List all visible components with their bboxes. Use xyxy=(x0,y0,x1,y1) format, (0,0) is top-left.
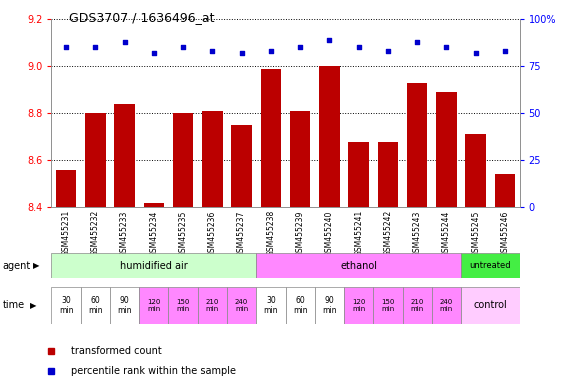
Text: control: control xyxy=(473,300,507,310)
Text: 90
min: 90 min xyxy=(322,296,337,315)
Text: 210
min: 210 min xyxy=(411,299,424,312)
Point xyxy=(442,44,451,50)
Bar xyxy=(231,125,252,207)
Text: 60
min: 60 min xyxy=(293,296,307,315)
Point xyxy=(325,37,334,43)
Bar xyxy=(139,287,168,324)
Bar xyxy=(227,287,256,324)
Point xyxy=(237,50,246,56)
Text: agent: agent xyxy=(3,261,31,271)
Bar xyxy=(494,174,515,207)
Bar xyxy=(432,287,461,324)
Point xyxy=(383,48,392,54)
Text: 150
min: 150 min xyxy=(176,299,190,312)
Bar xyxy=(465,134,486,207)
Point xyxy=(413,39,422,45)
Bar xyxy=(436,92,457,207)
Text: transformed count: transformed count xyxy=(71,346,162,356)
Text: 120
min: 120 min xyxy=(352,299,365,312)
Bar xyxy=(403,287,432,324)
Bar xyxy=(51,287,81,324)
Text: 30
min: 30 min xyxy=(59,296,73,315)
Bar xyxy=(290,111,311,207)
Text: 30
min: 30 min xyxy=(264,296,278,315)
Text: 120
min: 120 min xyxy=(147,299,160,312)
Bar xyxy=(373,287,403,324)
Point xyxy=(471,50,480,56)
Bar xyxy=(461,287,520,324)
Bar xyxy=(81,287,110,324)
Point xyxy=(296,44,305,50)
Point xyxy=(208,48,217,54)
Bar xyxy=(202,111,223,207)
Point xyxy=(120,39,129,45)
Text: 210
min: 210 min xyxy=(206,299,219,312)
Point xyxy=(179,44,188,50)
Bar xyxy=(461,253,520,278)
Bar xyxy=(110,287,139,324)
Bar xyxy=(260,69,281,207)
Bar xyxy=(348,141,369,207)
Text: GDS3707 / 1636496_at: GDS3707 / 1636496_at xyxy=(69,12,214,25)
Bar xyxy=(85,113,106,207)
Point xyxy=(500,48,509,54)
Text: ▶: ▶ xyxy=(33,262,39,270)
Text: ethanol: ethanol xyxy=(340,261,377,271)
Text: ▶: ▶ xyxy=(30,301,36,310)
Bar xyxy=(407,83,428,207)
Text: time: time xyxy=(3,300,25,310)
Bar xyxy=(51,253,256,278)
Bar xyxy=(198,287,227,324)
Point xyxy=(149,50,158,56)
Text: 150
min: 150 min xyxy=(381,299,395,312)
Bar xyxy=(56,170,77,207)
Bar xyxy=(286,287,315,324)
Text: untreated: untreated xyxy=(469,262,511,270)
Point xyxy=(354,44,363,50)
Point xyxy=(91,44,100,50)
Text: 240
min: 240 min xyxy=(440,299,453,312)
Bar xyxy=(256,253,461,278)
Text: 90
min: 90 min xyxy=(117,296,132,315)
Point xyxy=(266,48,275,54)
Bar xyxy=(315,287,344,324)
Bar xyxy=(344,287,373,324)
Text: 240
min: 240 min xyxy=(235,299,248,312)
Text: 60
min: 60 min xyxy=(88,296,103,315)
Bar xyxy=(319,66,340,207)
Bar xyxy=(377,141,398,207)
Bar xyxy=(173,113,194,207)
Bar xyxy=(114,104,135,207)
Text: percentile rank within the sample: percentile rank within the sample xyxy=(71,366,236,376)
Bar xyxy=(143,203,164,207)
Bar xyxy=(168,287,198,324)
Text: humidified air: humidified air xyxy=(120,261,188,271)
Point xyxy=(62,44,71,50)
Bar xyxy=(256,287,286,324)
